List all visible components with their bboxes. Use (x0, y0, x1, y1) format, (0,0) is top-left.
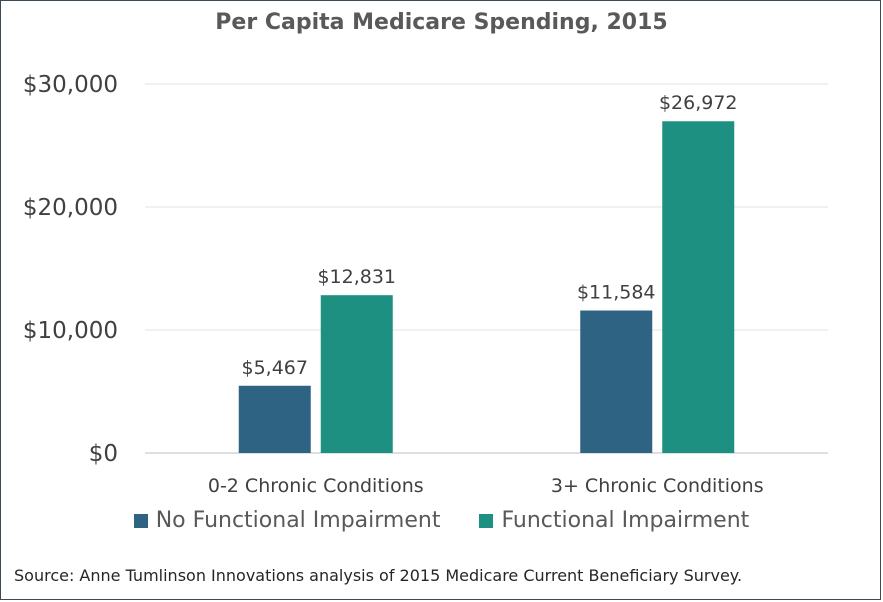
legend-item-no-functional-impairment: No Functional Impairment (133, 508, 441, 533)
x-tick-label: 3+ Chronic Conditions (551, 475, 764, 497)
legend-swatch (133, 513, 148, 528)
data-label: $11,584 (577, 282, 656, 304)
legend-item-functional-impairment: Functional Impairment (479, 508, 749, 533)
legend-swatch (479, 513, 494, 528)
y-tick-label: $0 (89, 441, 118, 467)
y-tick-label: $20,000 (23, 195, 118, 221)
bar (662, 121, 735, 454)
y-tick-label: $10,000 (23, 318, 118, 344)
data-label: $12,831 (317, 266, 396, 288)
bar (320, 295, 393, 453)
data-label: $5,467 (242, 357, 308, 379)
bar (580, 310, 653, 453)
data-label: $26,972 (659, 92, 738, 114)
legend-label: No Functional Impairment (155, 508, 441, 533)
bar (238, 385, 311, 453)
source-note: Source: Anne Tumlinson Innovations analy… (14, 566, 743, 585)
legend-label: Functional Impairment (501, 508, 750, 533)
x-tick-label: 0-2 Chronic Conditions (208, 475, 424, 497)
chart-title: Per Capita Medicare Spending, 2015 (215, 10, 668, 35)
legend: No Functional Impairment Functional Impa… (0, 508, 883, 534)
y-tick-label: $30,000 (23, 72, 118, 98)
